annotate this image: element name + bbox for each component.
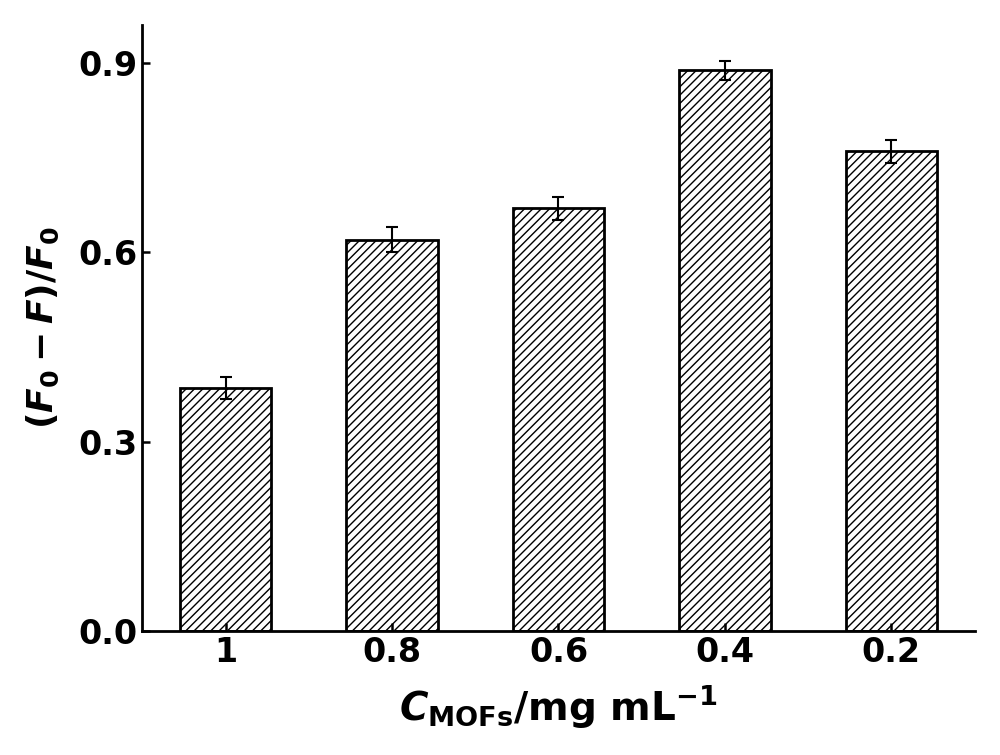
Bar: [346, 240, 438, 631]
Bar: [513, 208, 604, 631]
Bar: [846, 151, 937, 631]
Bar: [180, 388, 271, 631]
X-axis label: $\mathit{C}_{\rm MOFs}$/mg mL$^{-1}$: $\mathit{C}_{\rm MOFs}$/mg mL$^{-1}$: [399, 683, 718, 730]
Bar: [679, 70, 771, 631]
Y-axis label: $(F_0-F)/F_0$: $(F_0-F)/F_0$: [25, 226, 61, 430]
